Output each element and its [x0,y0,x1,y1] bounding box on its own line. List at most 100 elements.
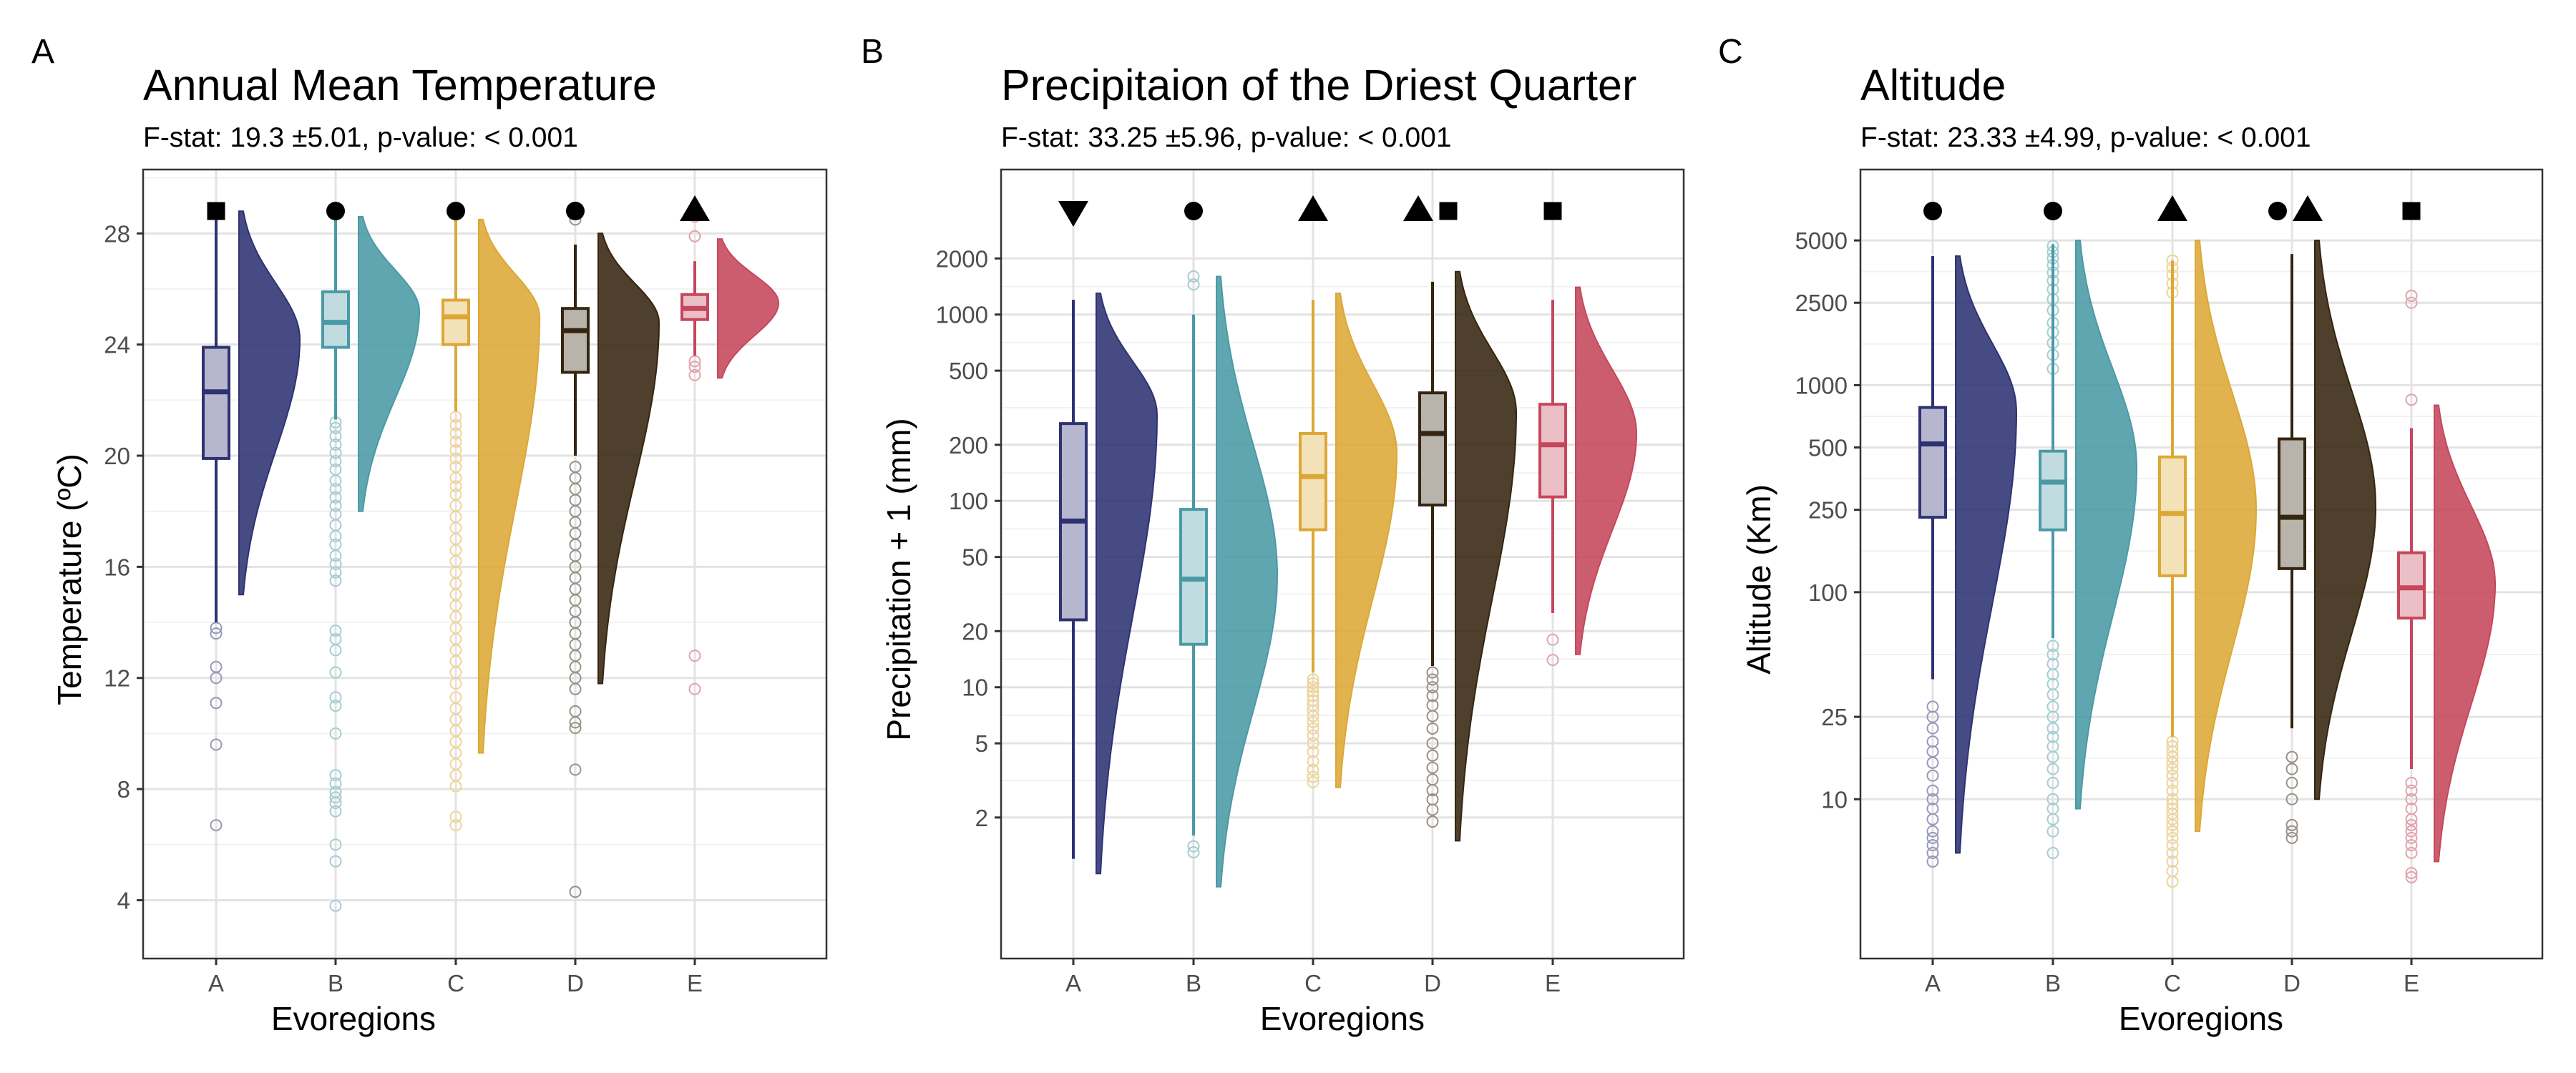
y-tick-label: 24 [104,332,130,358]
evoregion-group-d [561,202,660,898]
outlier-point [1307,681,1319,694]
x-axis-label: Evoregions [1260,1000,1425,1037]
triangle-up-marker [1403,195,1433,221]
evoregion-group-d [1403,195,1517,842]
x-tick-label: B [1186,970,1201,996]
evoregion-group-c [1298,195,1397,788]
x-tick-label: D [2283,970,2301,996]
outlier-point [688,650,701,662]
y-axis-label: Precipitation + 1 (mm) [880,418,917,740]
outlier-point [2166,831,2179,844]
outlier-point [329,700,342,712]
outlier-point [329,549,342,562]
outlier-point [1926,784,1939,797]
outlier-point [2046,793,2059,805]
density-cloud [2075,240,2138,810]
outlier-point [2405,813,2418,825]
outlier-point [210,622,223,635]
outlier-point [329,558,342,570]
x-tick-label: C [1304,970,1322,996]
outlier-point [688,355,701,368]
outlier-point [1187,840,1200,853]
outlier-point [2285,763,2298,775]
x-tick-label: A [1925,970,1941,996]
outlier-point [2046,846,2059,859]
outlier-point [1426,815,1439,828]
y-tick-label: 25 [1821,704,1848,730]
evoregion-group-e [680,195,779,695]
outlier-point [2405,776,2418,789]
outlier-point [210,672,223,685]
outlier-point [449,819,462,832]
iqr-box [1918,406,1947,519]
density-cloud [717,238,779,379]
x-tick-label: E [687,970,703,996]
outlier-point [1307,745,1319,758]
outlier-point [329,474,342,487]
y-axis-label: Temperature (ºC) [51,454,88,705]
evoregion-group-c [441,202,541,832]
y-tick-label: 2 [975,805,988,831]
square-marker [2402,202,2421,220]
circle-marker [2044,202,2062,220]
x-tick-label: C [447,970,464,996]
outlier-point [329,446,342,459]
x-tick-label: A [208,970,224,996]
outlier-point [1926,710,1939,723]
evoregion-group-a [1918,202,2018,868]
evoregion-group-e [2397,202,2496,883]
panel-tag: B [861,33,884,71]
outlier-point [1926,855,1939,868]
y-tick-label: 100 [1808,579,1848,606]
square-marker [1543,202,1562,220]
evoregion-group-e [1538,202,1638,667]
y-axis-label: Altitude (Km) [1740,484,1777,675]
x-tick-label: C [2164,970,2181,996]
outlier-point [449,471,462,484]
outlier-point [329,727,342,740]
outlier-point [2166,875,2179,888]
outlier-point [1307,775,1319,788]
y-tick-label: 250 [1808,497,1848,524]
outlier-point [1307,710,1319,722]
outlier-point [2046,750,2059,763]
outlier-point [1307,704,1319,717]
outlier-point [2405,838,2418,851]
outlier-point [449,436,462,449]
outlier-point [2285,818,2298,831]
outlier-point [688,230,701,242]
outlier-point [329,797,342,810]
outlier-point [1426,784,1439,797]
iqr-box [202,346,230,460]
x-axis-label: Evoregions [271,1000,436,1037]
triangle-up-marker [2293,195,2323,221]
outlier-point [449,452,462,465]
outlier-point [449,780,462,793]
outlier-point [1426,761,1439,774]
evoregion-group-a [202,202,301,832]
outlier-point [329,530,342,543]
outlier-point [1307,729,1319,742]
outlier-point [2285,793,2298,805]
evoregion-group-a [1058,201,1158,875]
outlier-point [1307,737,1319,750]
iqr-box [2278,437,2306,570]
outlier-point [569,886,582,898]
outlier-point [329,691,342,704]
outlier-point [329,455,342,468]
outlier-point [1426,666,1439,679]
density-cloud [1575,286,1638,655]
outlier-point [449,411,462,423]
outlier-point [2405,866,2418,879]
circle-marker [2268,202,2287,220]
outlier-point [1926,735,1939,748]
outlier-point [2405,793,2418,805]
outlier-point [2405,846,2418,859]
outlier-point [688,361,701,373]
outlier-point [2166,763,2179,775]
outlier-point [1187,278,1200,291]
outlier-point [1926,769,1939,782]
outlier-point [1307,722,1319,735]
outlier-point [1307,677,1319,690]
